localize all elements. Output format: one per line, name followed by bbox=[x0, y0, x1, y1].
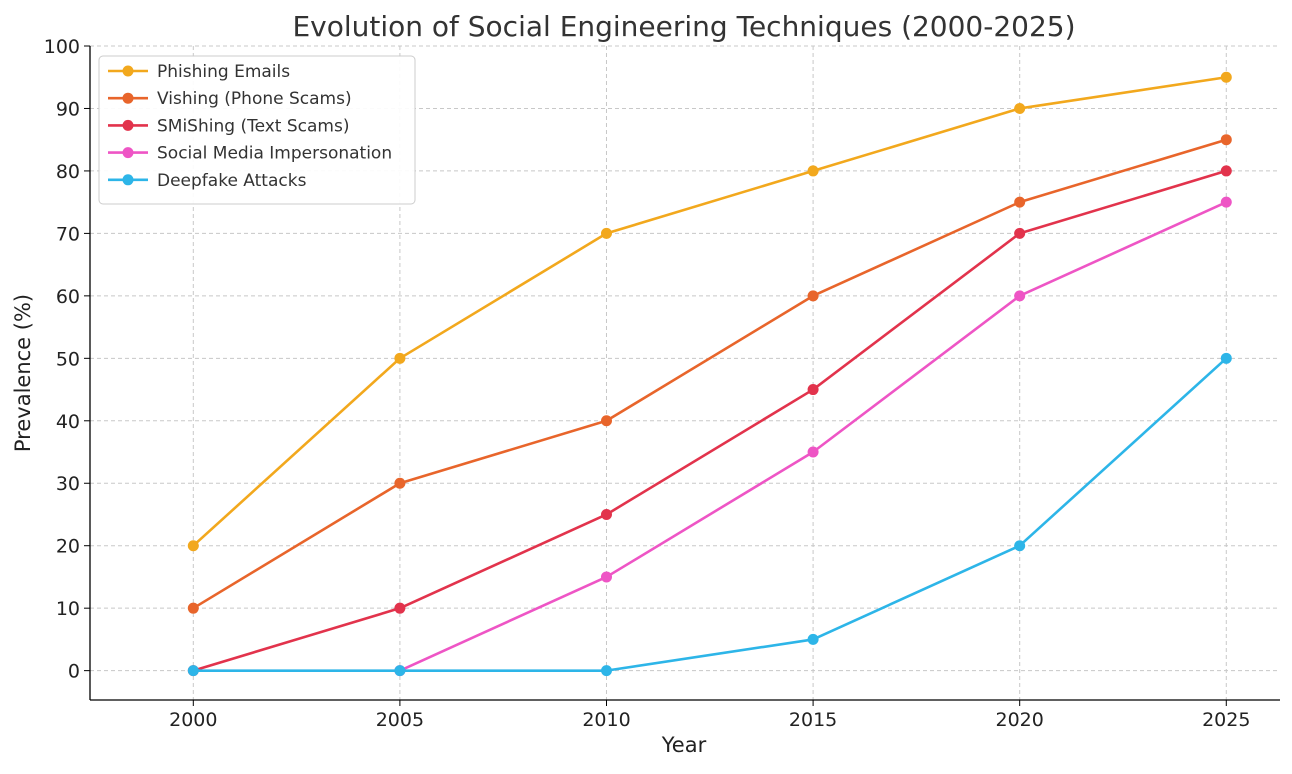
legend-label: Vishing (Phone Scams) bbox=[157, 89, 352, 109]
legend-marker bbox=[122, 119, 134, 131]
data-point bbox=[187, 540, 199, 552]
data-point bbox=[600, 415, 612, 427]
data-point bbox=[1014, 227, 1026, 239]
data-point bbox=[807, 446, 819, 458]
series-smishing-text-scams bbox=[187, 165, 1232, 677]
legend: Phishing Emails Vishing (Phone Scams) SMiS… bbox=[98, 55, 416, 205]
x-axis-label: Year bbox=[661, 733, 707, 757]
legend-item: SMiShing (Text Scams) bbox=[108, 116, 349, 136]
x-tick-label: 2000 bbox=[169, 709, 217, 731]
legend-marker bbox=[122, 147, 134, 159]
y-tick-label: 50 bbox=[56, 348, 80, 370]
series-social-media-impersonation bbox=[394, 196, 1232, 677]
data-point bbox=[807, 290, 819, 302]
data-point bbox=[187, 602, 199, 614]
legend-marker bbox=[122, 92, 134, 104]
data-point bbox=[600, 665, 612, 677]
data-point bbox=[1220, 352, 1232, 364]
y-tick-label: 40 bbox=[56, 411, 80, 433]
data-point bbox=[807, 633, 819, 645]
series-line bbox=[191, 75, 1228, 548]
series-phishing-emails bbox=[187, 71, 1232, 552]
y-tick-label: 100 bbox=[44, 36, 80, 58]
x-tick-label: 2020 bbox=[996, 709, 1044, 731]
legend-item: Deepfake Attacks bbox=[108, 171, 307, 191]
series-line bbox=[191, 357, 1228, 672]
chart-title: Evolution of Social Engineering Techniqu… bbox=[292, 10, 1075, 43]
legend-label: Phishing Emails bbox=[157, 62, 290, 82]
legend-label: Deepfake Attacks bbox=[157, 171, 307, 191]
data-point bbox=[600, 571, 612, 583]
x-tick-label: 2010 bbox=[582, 709, 630, 731]
y-tick-label: 0 bbox=[68, 661, 80, 683]
legend-item: Social Media Impersonation bbox=[108, 144, 392, 164]
data-point bbox=[1220, 71, 1232, 83]
legend-label: Social Media Impersonation bbox=[157, 144, 392, 164]
x-tick-label: 2005 bbox=[376, 709, 424, 731]
data-point bbox=[1014, 102, 1026, 114]
series-deepfake-attacks bbox=[187, 352, 1232, 677]
legend-marker bbox=[122, 174, 134, 186]
data-point bbox=[394, 665, 406, 677]
legend-item: Phishing Emails bbox=[108, 62, 290, 82]
data-point bbox=[1220, 134, 1232, 146]
data-point bbox=[394, 477, 406, 489]
series-lines bbox=[187, 71, 1232, 677]
data-point bbox=[600, 508, 612, 520]
data-point bbox=[187, 665, 199, 677]
data-point bbox=[807, 384, 819, 396]
data-point bbox=[1220, 196, 1232, 208]
y-tick-label: 80 bbox=[56, 161, 80, 183]
y-axis-label: Prevalence (%) bbox=[11, 294, 35, 452]
data-point bbox=[807, 165, 819, 177]
data-point bbox=[394, 352, 406, 364]
x-tick-label: 2015 bbox=[789, 709, 837, 731]
data-point bbox=[1014, 290, 1026, 302]
axes: 0 10 20 30 40 50 60 70 80 90 100 2000 2005 2010 2015 20… bbox=[44, 36, 1280, 731]
y-tick-label: 20 bbox=[56, 536, 80, 558]
y-tick-label: 60 bbox=[56, 286, 80, 308]
y-tick-label: 70 bbox=[56, 223, 80, 245]
legend-item: Vishing (Phone Scams) bbox=[108, 89, 352, 109]
y-tick-label: 10 bbox=[56, 598, 80, 620]
series-line bbox=[191, 138, 1228, 610]
legend-label: SMiShing (Text Scams) bbox=[157, 116, 349, 136]
legend-box bbox=[98, 55, 416, 205]
data-point bbox=[1014, 540, 1026, 552]
legend-marker bbox=[122, 65, 134, 77]
data-point bbox=[1014, 196, 1026, 208]
data-point bbox=[1220, 165, 1232, 177]
series-line bbox=[191, 169, 1228, 672]
series-vishing-phone-scams bbox=[187, 134, 1232, 614]
x-tick-label: 2025 bbox=[1202, 709, 1250, 731]
data-point bbox=[600, 227, 612, 239]
y-tick-label: 90 bbox=[56, 98, 80, 120]
data-point bbox=[394, 602, 406, 614]
y-tick-label: 30 bbox=[56, 473, 80, 495]
